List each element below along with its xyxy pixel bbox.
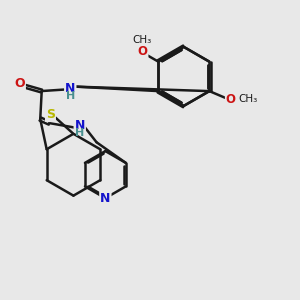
Text: H: H (66, 91, 75, 101)
Text: CH₃: CH₃ (238, 94, 257, 104)
Text: N: N (65, 82, 76, 94)
Text: O: O (14, 77, 25, 90)
Text: O: O (226, 93, 236, 106)
Text: O: O (137, 45, 148, 58)
Text: N: N (100, 192, 111, 205)
Text: CH₃: CH₃ (133, 35, 152, 46)
Text: N: N (75, 119, 85, 132)
Text: H: H (75, 128, 84, 138)
Text: S: S (46, 108, 55, 121)
